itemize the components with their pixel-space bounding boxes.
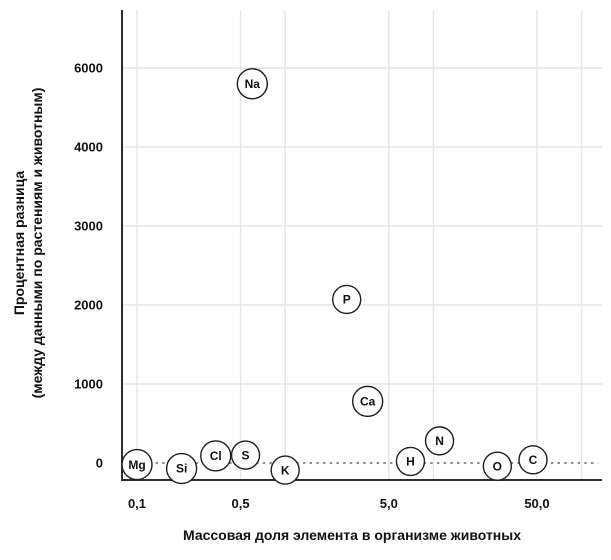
element-symbol-O: O [493, 459, 502, 473]
point-bubble-S [230, 440, 261, 470]
data-point-Na: Na [236, 68, 269, 100]
axis-layer [121, 10, 602, 481]
element-symbol-Cl: Cl [210, 449, 222, 463]
y-tick-label: 3000 [74, 219, 103, 234]
data-point-Mg: Mg [121, 448, 153, 481]
data-point-K: K [270, 455, 300, 485]
point-bubble-P [331, 284, 362, 315]
y-axis-title-line2: (между данными по растениям и животным) [29, 88, 45, 399]
x-tick-label: 5,0 [380, 496, 398, 511]
tick-label-layer: 0 1000 2000 3000 4000 6000 0,1 0,5 5,0 50,0 [74, 61, 550, 512]
y-tick-label: 2000 [74, 298, 103, 313]
element-symbol-P: P [343, 293, 351, 307]
element-symbol-K: K [281, 463, 290, 477]
point-bubble-Mg [121, 448, 153, 481]
x-tick-label: 0,5 [232, 496, 250, 511]
data-point-Si: Si [165, 452, 198, 485]
element-symbol-N: N [435, 434, 444, 448]
element-symbol-Mg: Mg [128, 458, 145, 472]
data-point-O: O [482, 451, 513, 481]
y-tick-label: 4000 [74, 140, 103, 155]
point-bubble-N [424, 426, 455, 456]
data-point-Cl: Cl [200, 440, 232, 472]
point-bubble-C [518, 445, 548, 475]
element-symbol-Si: Si [176, 462, 187, 476]
y-axis-title-line1: Процентная разница [11, 171, 27, 315]
data-point-N: N [424, 426, 455, 456]
y-tick-label: 6000 [74, 61, 103, 76]
element-symbol-Na: Na [245, 77, 261, 91]
y-tick-label: 1000 [74, 377, 103, 392]
element-symbol-Ca: Ca [360, 395, 376, 409]
data-point-C: C [518, 445, 548, 475]
data-point-layer: Mg Si Cl S Na K P Ca H N O C [121, 68, 548, 485]
element-symbol-C: C [529, 453, 538, 467]
x-tick-label: 50,0 [524, 496, 549, 511]
data-point-S: S [230, 440, 261, 470]
point-bubble-K [270, 455, 300, 485]
point-bubble-O [482, 451, 513, 481]
data-point-H: H [395, 446, 426, 477]
element-symbol-H: H [406, 455, 415, 469]
point-bubble-H [395, 446, 426, 477]
x-axis-title: Массовая доля элемента в организме живот… [183, 527, 521, 543]
point-bubble-Cl [200, 440, 232, 472]
data-point-P: P [331, 284, 362, 315]
x-tick-label: 0,1 [128, 496, 146, 511]
element-symbol-S: S [242, 448, 250, 462]
point-bubble-Si [165, 452, 198, 485]
point-bubble-Na [236, 68, 269, 100]
point-bubble-Ca [351, 385, 384, 418]
data-point-Ca: Ca [351, 385, 384, 418]
y-tick-label: 0 [96, 456, 103, 471]
